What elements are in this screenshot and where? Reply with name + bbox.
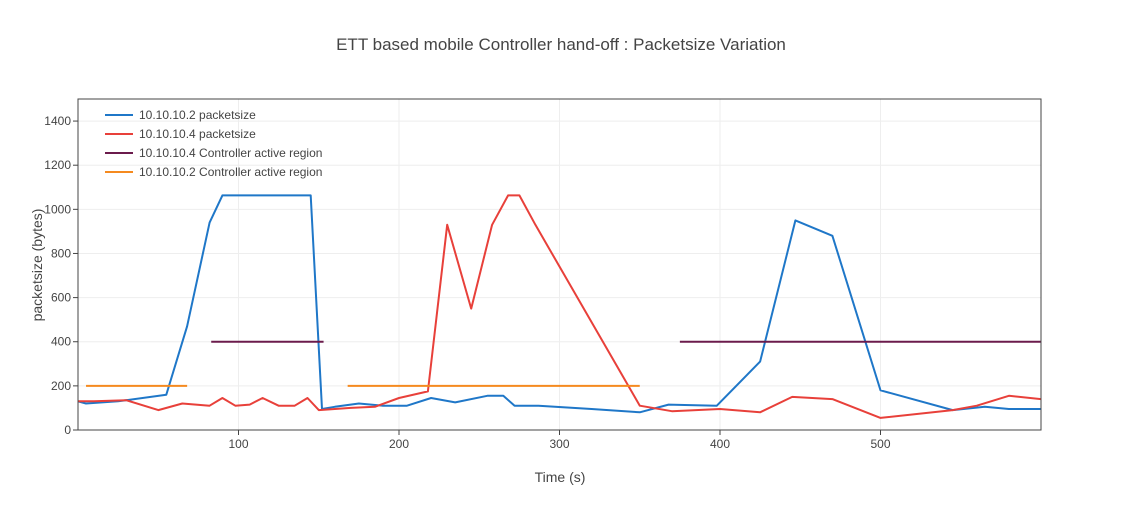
series-line-10-10-10-4-packetsize	[78, 194, 1041, 419]
y-tick-label: 1000	[44, 202, 71, 216]
y-tick-label: 600	[51, 291, 71, 305]
x-tick-label: 300	[549, 437, 569, 451]
x-axis-title: Time (s)	[535, 469, 586, 485]
legend-label-10-10-10-2-controller-active-region: 10.10.10.2 Controller active region	[139, 165, 322, 179]
y-tick-label: 200	[51, 379, 71, 393]
x-tick-label: 500	[870, 437, 890, 451]
y-tick-label: 400	[51, 335, 71, 349]
plot-area	[78, 194, 1041, 419]
y-tick-label: 1400	[44, 114, 71, 128]
chart-title: ETT based mobile Controller hand-off : P…	[336, 35, 786, 54]
y-tick-label: 1200	[44, 158, 71, 172]
x-tick-label: 100	[228, 437, 248, 451]
y-axis-title: packetsize (bytes)	[29, 209, 45, 322]
series-line-10-10-10-2-packetsize	[78, 194, 1041, 414]
x-tick-label: 400	[710, 437, 730, 451]
legend: 10.10.10.2 packetsize 10.10.10.4 packetsi…	[105, 108, 322, 179]
legend-label-10-10-10-4-controller-active-region: 10.10.10.4 Controller active region	[139, 146, 322, 160]
legend-label-10-10-10-2-packetsize: 10.10.10.2 packetsize	[139, 108, 256, 122]
series-layer	[78, 194, 1041, 419]
ticks-layer: 0 200 400 600 800 1000 1200 1400 100 200 300 400 500	[44, 114, 891, 451]
x-tick-label: 200	[389, 437, 409, 451]
legend-label-10-10-10-4-packetsize: 10.10.10.4 packetsize	[139, 127, 256, 141]
y-tick-label: 0	[64, 423, 71, 437]
y-tick-label: 800	[51, 246, 71, 260]
